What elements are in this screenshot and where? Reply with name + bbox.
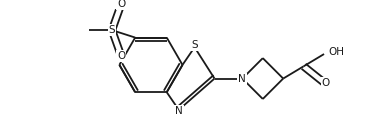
Text: S: S [191,40,198,50]
Text: OH: OH [329,47,345,57]
Text: N: N [239,74,246,84]
Text: O: O [322,78,330,88]
Text: O: O [117,0,125,9]
Text: S: S [108,25,115,35]
Text: O: O [117,51,125,61]
Text: N: N [175,106,183,116]
